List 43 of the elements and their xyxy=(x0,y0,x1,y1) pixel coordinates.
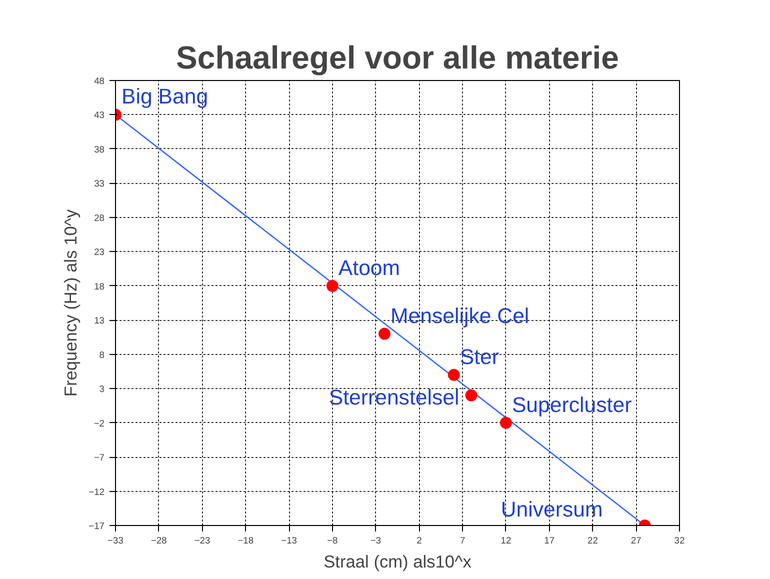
y-tick-label: 23 xyxy=(94,247,105,258)
annotation: Supercluster xyxy=(512,392,632,417)
y-tick-label: 3 xyxy=(99,384,105,394)
annotation: Atoom xyxy=(338,256,400,280)
y-tick-label: −2 xyxy=(94,418,105,428)
x-tick-label: −13 xyxy=(281,536,297,546)
x-tick-label: −18 xyxy=(238,536,254,546)
x-tick-label: 32 xyxy=(674,536,685,546)
y-tick-label: 28 xyxy=(94,212,105,223)
y-tick-label: 48 xyxy=(94,76,105,86)
x-tick-label: −23 xyxy=(194,536,210,546)
annotation: Menselijke Cel xyxy=(390,304,530,328)
y-tick-label: 13 xyxy=(94,316,105,326)
x-tick-label: 22 xyxy=(588,536,598,546)
x-tick-label: −8 xyxy=(327,536,338,546)
x-tick-label: 7 xyxy=(460,536,466,546)
x-tick-label: 27 xyxy=(630,536,642,546)
x-axis-title: Straal (cm) als10^x xyxy=(324,552,472,572)
x-tick-label: −3 xyxy=(370,536,382,546)
annotation: Sterrenstelsel xyxy=(328,385,460,410)
y-tick-label: −7 xyxy=(94,452,105,463)
annotation: Ster xyxy=(460,344,500,369)
y-tick-label: 8 xyxy=(99,350,105,360)
x-tick-label: 17 xyxy=(544,536,555,546)
y-tick-label: −12 xyxy=(88,486,105,497)
point xyxy=(448,368,460,381)
x-tick-label: −28 xyxy=(150,536,167,546)
y-tick-label: 18 xyxy=(94,281,105,292)
annotation: Big Bang xyxy=(122,84,208,109)
y-tick-label: 38 xyxy=(94,144,105,154)
point xyxy=(378,328,390,340)
chart-title: Schaalregel voor alle materie xyxy=(176,40,619,76)
x-tick-label: 12 xyxy=(500,536,512,546)
y-tick-label: 43 xyxy=(94,110,105,120)
y-tick-label: 33 xyxy=(94,178,105,189)
x-tick-label: −33 xyxy=(108,536,124,546)
point xyxy=(326,280,338,292)
point xyxy=(500,416,512,429)
y-axis-title: Frequency (Hz) als 10^y xyxy=(60,209,81,397)
annotation: Universum xyxy=(500,498,603,522)
y-tick-label: −17 xyxy=(88,521,105,531)
point xyxy=(465,389,478,402)
x-tick-label: 2 xyxy=(416,536,422,546)
